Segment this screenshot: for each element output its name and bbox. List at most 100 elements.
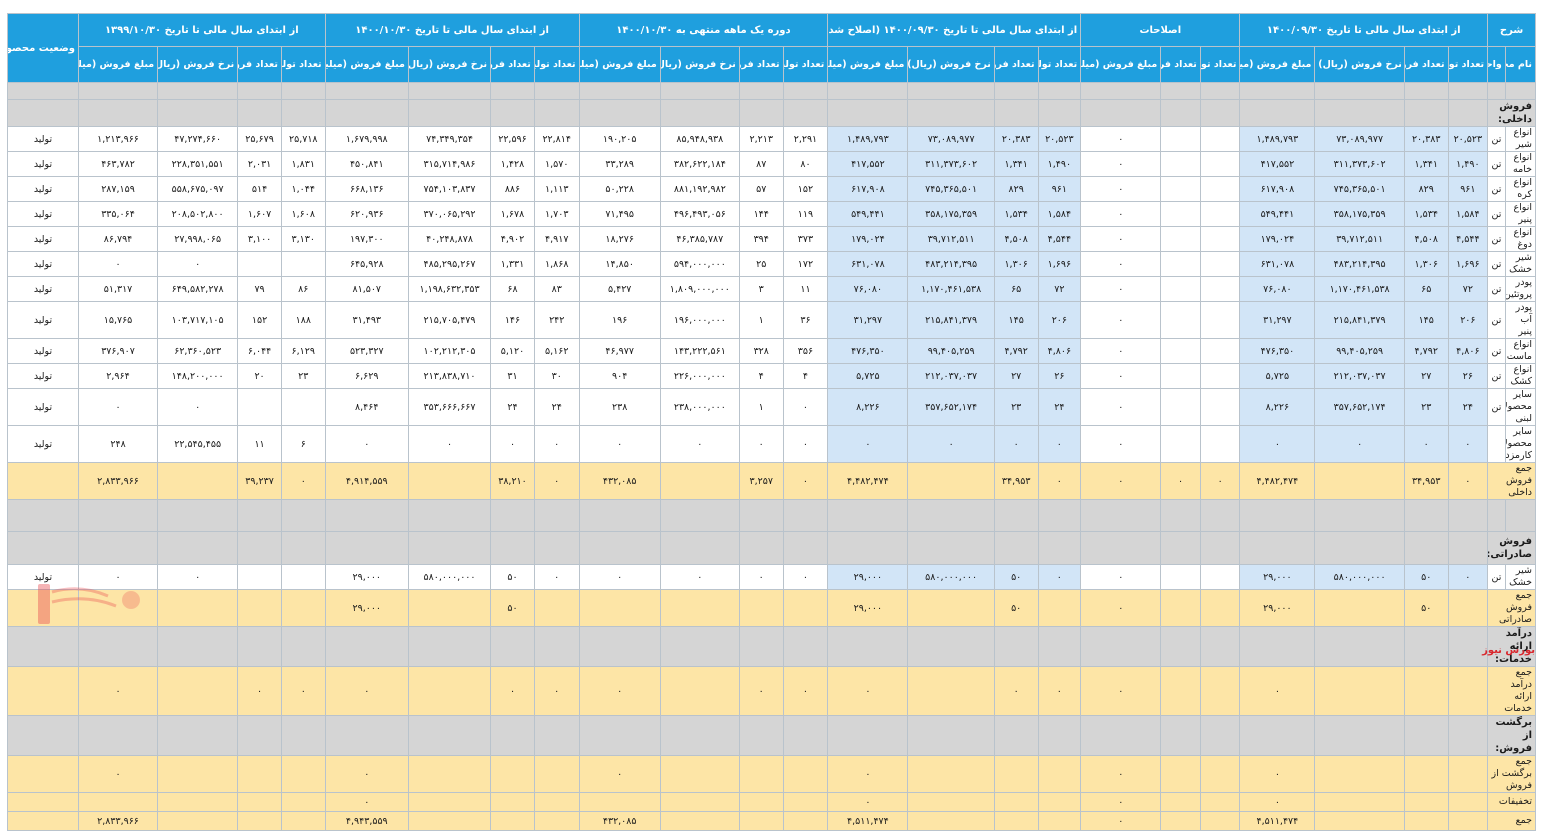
value-cell: ۴۷۶,۳۵۰ [1239,338,1316,364]
total-cell: ۳۴,۹۵۳ [1403,462,1449,500]
value-cell: ۲۰۶ [1037,301,1082,339]
value-cell: ۳۵۸,۱۷۵,۳۵۹ [907,201,995,227]
spacer-cell [738,499,784,532]
total-cell: ۰ [1080,755,1162,793]
total-cell [1037,811,1082,831]
total-cell [157,755,239,793]
value-cell: ۵۰ [993,564,1039,590]
section-cell [1314,626,1405,667]
value-cell: ۳۷۰,۰۶۵,۲۹۲ [407,201,492,227]
value-cell: ۱,۶۰۸ [280,201,326,227]
total-cell [993,755,1039,793]
product-unit: تن [1487,226,1506,252]
value-cell: ۷۶,۰۸۰ [827,276,909,302]
spacer-cell [1080,499,1162,532]
header-group-3: از ابتدای سال مالی تا تاریخ ۱۴۰۰/۰۹/۳۰ (… [827,13,1082,47]
value-cell: ۰ [157,251,239,277]
value-cell: ۲۲,۵۹۶ [490,126,535,152]
product-name: سایر محصولات لبنی [1504,388,1537,426]
section-cell [827,531,909,565]
total-row: جمع درآمد ارائه خدمات ۰ ۰ ۰ ۰ ۰ ۰ ۰ ۰ ۰ ۰ ۰ ۰ ۰ ۰ [7,666,1536,716]
value-cell: ۸۳ [533,276,580,302]
value-cell: ۳۸۲,۶۲۲,۱۸۴ [659,151,740,177]
section-cell [1160,626,1201,667]
spacer-cell [1487,82,1506,100]
section-cell [490,531,535,565]
value-cell [1199,388,1241,426]
section-cell [1403,715,1449,756]
product-status: تولید [7,363,79,389]
value-cell: ۸,۲۲۶ [827,388,909,426]
value-cell: ۳۳۵,۰۶۴ [77,201,159,227]
value-cell: ۰ [1037,425,1082,463]
spacer-cell [1314,82,1405,100]
value-cell: ۴۸۳,۲۱۴,۳۹۵ [907,251,995,277]
section-cell [280,531,326,565]
header-group-5: از ابتدای سال مالی تا تاریخ ۱۴۰۰/۱۰/۳۰ [324,13,580,47]
value-cell: ۱۴۸,۲۰۰,۰۰۰ [157,363,239,389]
total-cell: ۴۳۲,۰۸۵ [578,811,661,831]
value-cell: ۵۹۴,۰۰۰,۰۰۰ [659,251,740,277]
total-cell [533,811,580,831]
section-cell [782,626,829,667]
value-cell: ۱۱۹ [782,201,829,227]
section-cell [1080,715,1162,756]
value-cell: ۰ [1080,201,1162,227]
value-cell: ۵۷ [738,176,784,202]
total-cell [907,462,995,500]
value-cell: ۴,۵۰۸ [993,226,1039,252]
total-cell [157,462,239,500]
value-cell: ۵۰ [1403,564,1449,590]
value-cell: ۴۸۳,۲۱۴,۳۹۵ [1314,251,1405,277]
spacer-cell [324,82,409,100]
total-cell: ۴,۵۱۱,۴۷۴ [1239,811,1316,831]
value-cell: ۱,۶۷۹,۹۹۸ [324,126,409,152]
value-cell: ۲۲,۵۴۵,۴۵۵ [157,425,239,463]
value-cell: ۳۵۶ [782,338,829,364]
table-row: انواع خامه تن ۱,۴۹۰ ۱,۳۴۱ ۳۱۱,۳۷۳,۶۰۲ ۴۱۷,۵۵۲… [7,151,1537,177]
value-cell: ۰ [1447,564,1489,590]
value-cell: ۱۹۶ [578,301,661,339]
spacer-cell [659,82,740,100]
value-cell: ۷۴۵,۳۶۵,۵۰۱ [907,176,995,202]
value-cell: ۱۱ [782,276,829,302]
value-cell: ۵۸۰,۰۰۰,۰۰۰ [407,564,492,590]
value-cell: ۲۱۵,۷۰۵,۴۷۹ [407,301,492,339]
value-cell: ۰ [1239,425,1316,463]
spacer-cell [533,499,580,532]
product-name: انواع شیر [1504,126,1537,152]
product-name: شیر خشک [1504,251,1537,277]
total-cell: ۰ [1037,666,1082,716]
value-cell: ۱,۵۳۴ [1403,201,1449,227]
value-cell [1160,564,1201,590]
value-cell: ۸۲۹ [1403,176,1449,202]
total-cell: ۰ [1447,462,1489,500]
total-cell [1403,811,1449,831]
value-cell: ۱,۵۷۰ [533,151,580,177]
subheader-g3-3: مبلغ فروش (میلیون ریال) [827,46,909,83]
section-cell [993,715,1039,756]
spacer-cell [1160,82,1201,100]
subheader-g6-1: تعداد فروش [237,46,282,83]
total-cell [1314,589,1405,627]
value-cell [1160,338,1201,364]
total-cell [157,811,239,831]
section-cell [993,531,1039,565]
section-cell [490,626,535,667]
section-cell [738,99,784,127]
total-cell [907,755,995,793]
subheader-g1-3: مبلغ فروش (میلیون ریال) [1239,46,1316,83]
value-cell: ۷۶,۰۸۰ [1239,276,1316,302]
value-cell: ۴۷۶,۳۵۰ [827,338,909,364]
value-cell: ۶۱۷,۹۰۸ [827,176,909,202]
total-cell [659,811,740,831]
section-cell [659,99,740,127]
value-cell: ۱۵۲ [237,301,282,339]
table-row: شیر خشک تن ۰ ۵۰ ۵۸۰,۰۰۰,۰۰۰ ۲۹,۰۰۰ ۰ ۰ ۵۰ ۵۸۰,۰۰۰… [7,564,1537,590]
value-cell: ۱۹۷,۳۰۰ [324,226,409,252]
section-cell [157,626,239,667]
value-cell: ۶۳۱,۰۷۸ [827,251,909,277]
total-cell: ۰ [993,666,1039,716]
section-cell [907,715,995,756]
value-cell: ۱,۶۷۸ [490,201,535,227]
